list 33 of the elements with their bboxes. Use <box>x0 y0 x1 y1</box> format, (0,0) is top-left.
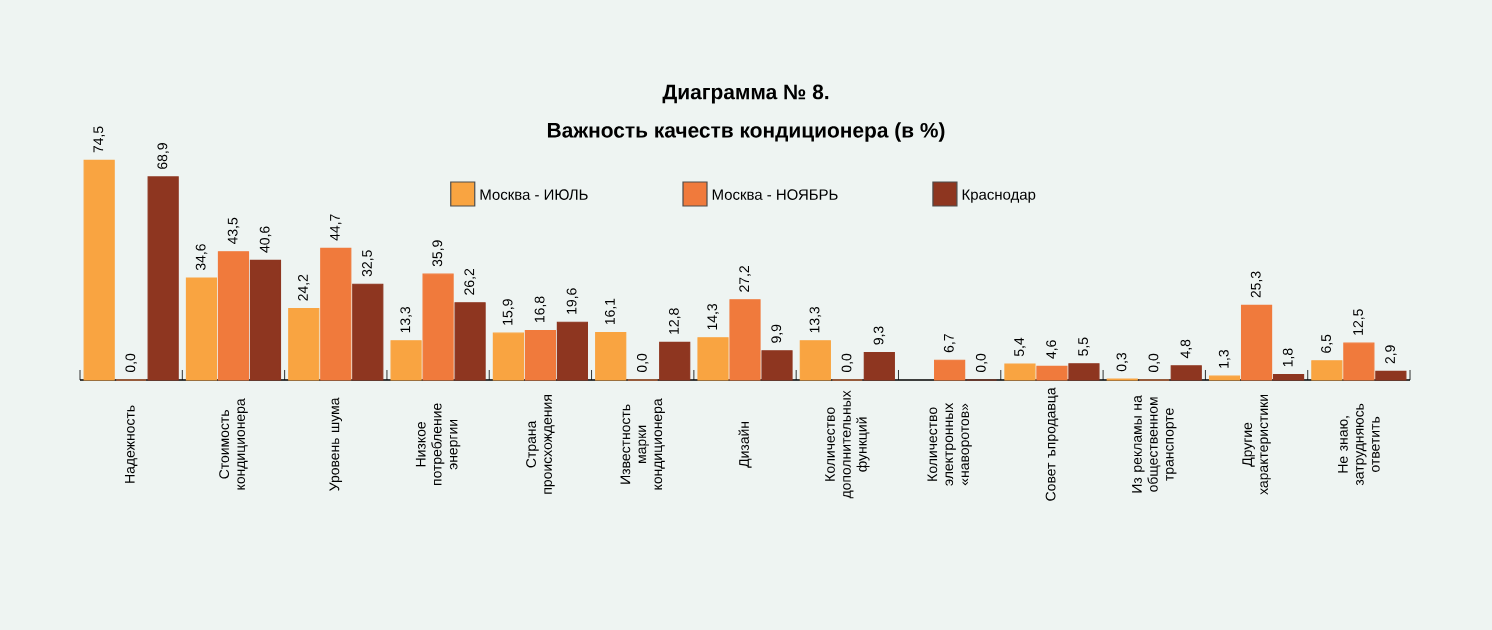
bar <box>147 176 179 381</box>
bar <box>761 350 793 381</box>
bar <box>422 273 454 381</box>
bar <box>934 359 966 381</box>
bar <box>1343 342 1375 381</box>
bar <box>556 321 588 381</box>
bar <box>799 340 831 381</box>
bar <box>659 341 691 381</box>
bar <box>390 340 422 381</box>
bar <box>288 308 320 381</box>
chart-subtitle: Важность качеств кондиционера (в %) <box>547 122 945 142</box>
bar <box>454 302 486 381</box>
bar <box>352 283 384 381</box>
bar <box>1311 360 1343 381</box>
bar <box>83 159 115 381</box>
bar <box>1272 374 1305 381</box>
bar <box>595 331 627 381</box>
bar <box>1068 363 1100 381</box>
bar <box>1170 365 1202 381</box>
chart-title: Диаграмма № 8. <box>662 84 829 104</box>
bar <box>1036 365 1068 381</box>
bar <box>217 251 250 381</box>
bar <box>320 247 352 381</box>
bar <box>524 329 556 381</box>
bar <box>697 337 729 381</box>
bar <box>1375 370 1407 381</box>
bar <box>863 351 895 381</box>
bar <box>1240 304 1273 381</box>
bar <box>1004 363 1036 381</box>
bar <box>249 259 282 381</box>
bar <box>185 277 218 381</box>
bar <box>492 332 524 381</box>
bar <box>729 299 761 381</box>
